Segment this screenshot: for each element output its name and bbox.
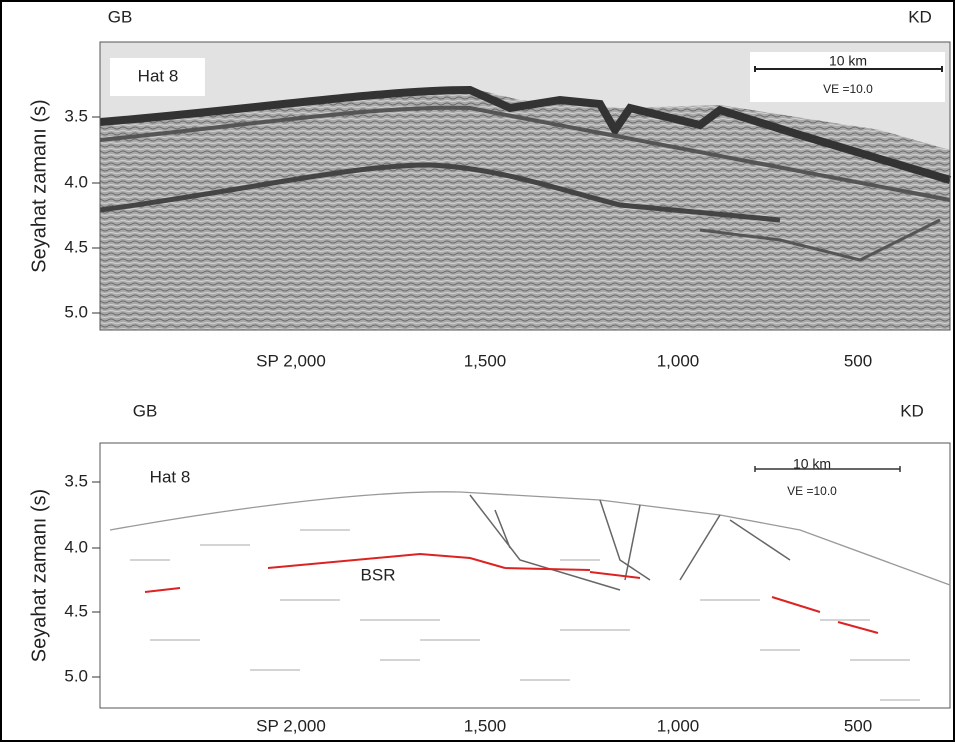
figure: GB KD Hat 8 10 km VE =10.0 Seyahat zamanı (s)… xyxy=(0,0,955,742)
line-label: Hat 8 xyxy=(150,467,191,486)
x-tick-label: 500 xyxy=(844,716,872,735)
y-tick-label: 4.5 xyxy=(64,601,88,620)
side-label: GB xyxy=(133,401,158,420)
x-tick-label: 1,500 xyxy=(464,716,507,735)
y-tick-label: 5.0 xyxy=(64,666,88,685)
side-label: KD xyxy=(900,401,924,420)
page: GB KD Hat 8 10 km VE =10.0 Seyahat zamanı (s)… xyxy=(0,0,955,747)
y-axis-label: Seyahat zamanı (s) xyxy=(28,489,50,662)
y-tick-label: 4.0 xyxy=(64,172,88,191)
x-tick-label: 1,000 xyxy=(657,351,700,370)
x-tick-label: 1,000 xyxy=(657,716,700,735)
scale-label: 10 km xyxy=(793,456,831,472)
x-tick-label: 1,500 xyxy=(464,351,507,370)
interpretation xyxy=(100,443,950,708)
line-label: Hat 8 xyxy=(138,66,179,85)
x-tick-label: SP 2,000 xyxy=(256,716,326,735)
y-tick-label: 5.0 xyxy=(64,302,88,321)
ve-label: VE =10.0 xyxy=(787,484,837,498)
y-tick-label: 3.5 xyxy=(64,106,88,125)
x-tick-label: 500 xyxy=(844,351,872,370)
y-tick-label: 4.0 xyxy=(64,537,88,556)
ve-label: VE =10.0 xyxy=(823,82,873,96)
x-tick-label: SP 2,000 xyxy=(256,351,326,370)
scale-label: 10 km xyxy=(829,53,867,69)
y-tick-label: 4.5 xyxy=(64,237,88,256)
y-tick-label: 3.5 xyxy=(64,471,88,490)
annotation: BSR xyxy=(361,565,396,584)
side-label: GB xyxy=(108,7,133,26)
y-axis-label: Seyahat zamanı (s) xyxy=(28,99,50,272)
side-label: KD xyxy=(908,7,932,26)
